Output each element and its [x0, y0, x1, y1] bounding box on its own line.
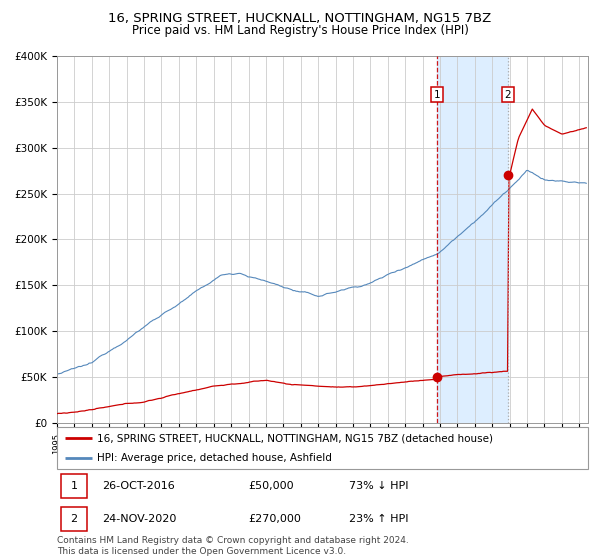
Text: 73% ↓ HPI: 73% ↓ HPI: [349, 481, 409, 491]
Text: Contains HM Land Registry data © Crown copyright and database right 2024.
This d: Contains HM Land Registry data © Crown c…: [57, 536, 409, 556]
Text: 24-NOV-2020: 24-NOV-2020: [102, 514, 176, 524]
FancyBboxPatch shape: [61, 474, 87, 498]
Bar: [437, 56, 508, 423]
Text: Price paid vs. HM Land Registry's House Price Index (HPI): Price paid vs. HM Land Registry's House …: [131, 24, 469, 36]
Text: 1: 1: [70, 481, 77, 491]
Text: £270,000: £270,000: [248, 514, 301, 524]
Text: 2: 2: [70, 514, 77, 524]
Text: HPI: Average price, detached house, Ashfield: HPI: Average price, detached house, Ashf…: [97, 453, 332, 463]
Text: 16, SPRING STREET, HUCKNALL, NOTTINGHAM, NG15 7BZ (detached house): 16, SPRING STREET, HUCKNALL, NOTTINGHAM,…: [97, 433, 493, 444]
Text: 23% ↑ HPI: 23% ↑ HPI: [349, 514, 409, 524]
Text: £50,000: £50,000: [248, 481, 294, 491]
FancyBboxPatch shape: [61, 507, 87, 531]
Text: 26-OCT-2016: 26-OCT-2016: [102, 481, 175, 491]
Text: 1: 1: [434, 90, 440, 100]
Text: 16, SPRING STREET, HUCKNALL, NOTTINGHAM, NG15 7BZ: 16, SPRING STREET, HUCKNALL, NOTTINGHAM,…: [109, 12, 491, 25]
Text: 2: 2: [505, 90, 511, 100]
